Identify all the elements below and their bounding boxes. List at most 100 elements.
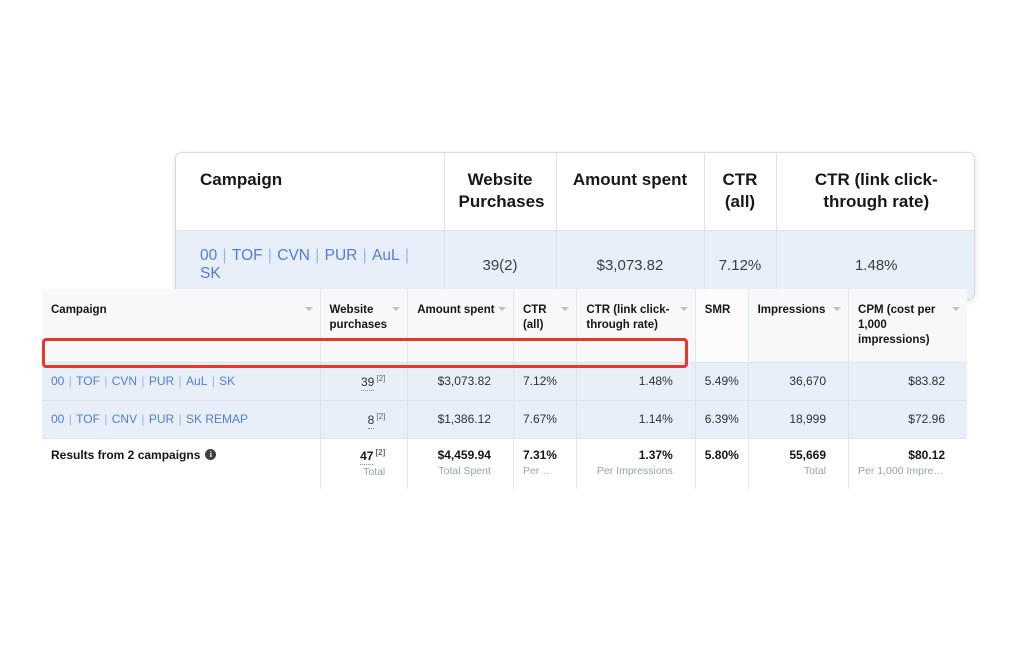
campaign-separator: | (208, 374, 219, 389)
campaign-separator: | (358, 247, 371, 265)
row0-campaign-part-1: TOF (76, 374, 100, 389)
callout-header-ctr-link: CTR (link click-through rate) (776, 153, 974, 231)
totals-amount-spent-sub: Total Spent (438, 464, 491, 477)
totals-website-purchases-sub: Total (363, 465, 386, 478)
callout-campaign-link[interactable]: 00 | TOF | CVN | PUR | AuL | SK (176, 230, 445, 300)
chevron-down-icon[interactable] (833, 307, 842, 311)
callout-campaign-part-0: 00 (200, 247, 218, 265)
report-header-row: Campaign Website purchases Amount spent … (42, 289, 967, 363)
row0-website-purchases-value: 39 (360, 374, 375, 391)
callout-value-ctr-link: 1.48% (776, 230, 974, 300)
row0-campaign-part-5: SK (219, 374, 236, 389)
row-smr: 6.39% (695, 400, 749, 439)
totals-amount-spent-value: $4,459.94 (437, 447, 491, 462)
callout-value-website-purchases: 39(2) (444, 230, 557, 300)
campaign-separator: | (65, 412, 76, 427)
campaign-separator: | (138, 374, 148, 389)
report-header-amount-spent[interactable]: Amount spent (407, 289, 514, 363)
row-campaign-link[interactable]: 00 | TOF | CNV | PUR | SK REMAP (42, 400, 321, 439)
totals-cpm-value: $80.12 (908, 447, 945, 462)
report-header-website-purchases-label: Website purchases (329, 304, 388, 331)
callout-summary-table: Campaign Website Purchases Amount spent … (175, 152, 975, 301)
row-campaign-link[interactable]: 00 | TOF | CVN | PUR | AuL | SK (42, 362, 321, 401)
row-impressions: 36,670 (748, 362, 850, 401)
totals-ctr-all: 7.31% Per Impres... (513, 438, 578, 489)
table-row[interactable]: 00 | TOF | CNV | PUR | SK REMAP 8 [2] $1,… (42, 400, 967, 439)
report-header-campaign[interactable]: Campaign (42, 289, 321, 363)
row0-campaign-part-3: PUR (148, 374, 175, 389)
row-amount-spent: $1,386.12 (407, 400, 514, 439)
campaign-separator: | (100, 412, 111, 427)
row-ctr-link: 1.48% (576, 362, 696, 401)
row-cpm: $72.96 (848, 400, 967, 439)
report-table-grid: Campaign Website purchases Amount spent … (42, 289, 967, 489)
report-header-smr: SMR (695, 289, 749, 363)
results-summary-label: Results from 2 campaigns i (51, 447, 217, 462)
row0-campaign-part-0: 00 (51, 374, 65, 389)
campaign-separator: | (175, 412, 186, 427)
callout-header-website-purchases: Website Purchases (444, 153, 557, 231)
row-ctr-link: 1.14% (576, 400, 696, 439)
report-header-ctr-all[interactable]: CTR (all) (513, 289, 578, 363)
callout-campaign-part-3: PUR (324, 247, 358, 265)
totals-ctr-all-sub: Per Impres... (522, 464, 554, 477)
campaign-separator: | (400, 247, 409, 265)
report-header-impressions-label: Impressions (757, 304, 826, 316)
totals-impressions-sub: Total (803, 464, 827, 477)
row1-campaign-part-2: CNV (111, 412, 138, 427)
report-header-cpm[interactable]: CPM (cost per 1,000 impressions) (848, 289, 967, 363)
callout-campaign-part-2: CVN (277, 247, 310, 265)
totals-cpm-sub: Per 1,000 Impressio... (858, 464, 945, 477)
row1-campaign-part-1: TOF (76, 412, 100, 427)
chevron-down-icon[interactable] (561, 307, 570, 311)
callout-header-row: Campaign Website Purchases Amount spent … (176, 153, 974, 231)
campaign-separator: | (100, 374, 111, 389)
campaign-separator: | (138, 412, 148, 427)
totals-ctr-all-value: 7.31% (522, 447, 557, 462)
row-impressions: 18,999 (748, 400, 850, 439)
info-icon[interactable]: i (205, 449, 217, 461)
chevron-down-icon[interactable] (392, 307, 401, 311)
totals-ctr-link-sub: Per Impressions (596, 464, 673, 477)
totals-website-purchases-value: 47 (360, 448, 374, 465)
row0-campaign-part-2: CVN (111, 374, 138, 389)
chevron-down-icon[interactable] (952, 307, 960, 311)
callout-campaign-part-1: TOF (231, 247, 263, 265)
callout-header-ctr-all: CTR (all) (704, 153, 777, 231)
row1-campaign-part-0: 00 (51, 412, 65, 427)
chevron-down-icon[interactable] (304, 307, 313, 311)
totals-website-purchases: 47 [2] Total (320, 438, 409, 489)
report-header-impressions[interactable]: Impressions (748, 289, 850, 363)
totals-ctr-link-value: 1.37% (638, 447, 673, 462)
campaign-separator: | (175, 374, 186, 389)
campaign-separator: | (65, 374, 76, 389)
report-header-website-purchases[interactable]: Website purchases (320, 289, 409, 363)
row1-campaign-part-4: SK REMAP (186, 412, 249, 427)
row-website-purchases: 8 [2] (320, 400, 409, 439)
totals-ctr-link: 1.37% Per Impressions (576, 438, 696, 489)
row-amount-spent: $3,073.82 (407, 362, 514, 401)
callout-campaign-part-5: SK (200, 265, 221, 283)
report-header-amount-spent-label: Amount spent (417, 304, 495, 316)
row-smr: 5.49% (695, 362, 749, 401)
totals-website-purchases-footnote: [2] (375, 447, 386, 457)
row1-campaign-part-3: PUR (148, 412, 175, 427)
row-cpm: $83.82 (848, 362, 967, 401)
row-website-purchases: 39 [2] (320, 362, 409, 401)
report-header-ctr-all-label: CTR (all) (522, 304, 547, 331)
row0-website-purchases-footnote: [2] (376, 373, 386, 383)
chevron-down-icon[interactable] (497, 307, 506, 311)
row1-website-purchases-value: 8 (367, 412, 375, 429)
chevron-down-icon[interactable] (679, 307, 688, 311)
totals-impressions-value: 55,669 (789, 447, 827, 462)
table-row[interactable]: 00 | TOF | CVN | PUR | AuL | SK 39 [2] $3… (42, 362, 967, 401)
totals-impressions: 55,669 Total (748, 438, 850, 489)
row1-website-purchases-footnote: [2] (376, 411, 386, 421)
results-summary-text: Results from 2 campaigns (51, 447, 201, 462)
totals-smr-value: 5.80% (704, 447, 739, 462)
callout-data-row: 00 | TOF | CVN | PUR | AuL | SK 39(2) $3… (176, 230, 974, 300)
callout-header-amount-spent: Amount spent (556, 153, 705, 231)
totals-cpm: $80.12 Per 1,000 Impressio... (848, 438, 967, 489)
callout-value-amount-spent: $3,073.82 (556, 230, 705, 300)
report-header-ctr-link[interactable]: CTR (link click-through rate) (576, 289, 696, 363)
